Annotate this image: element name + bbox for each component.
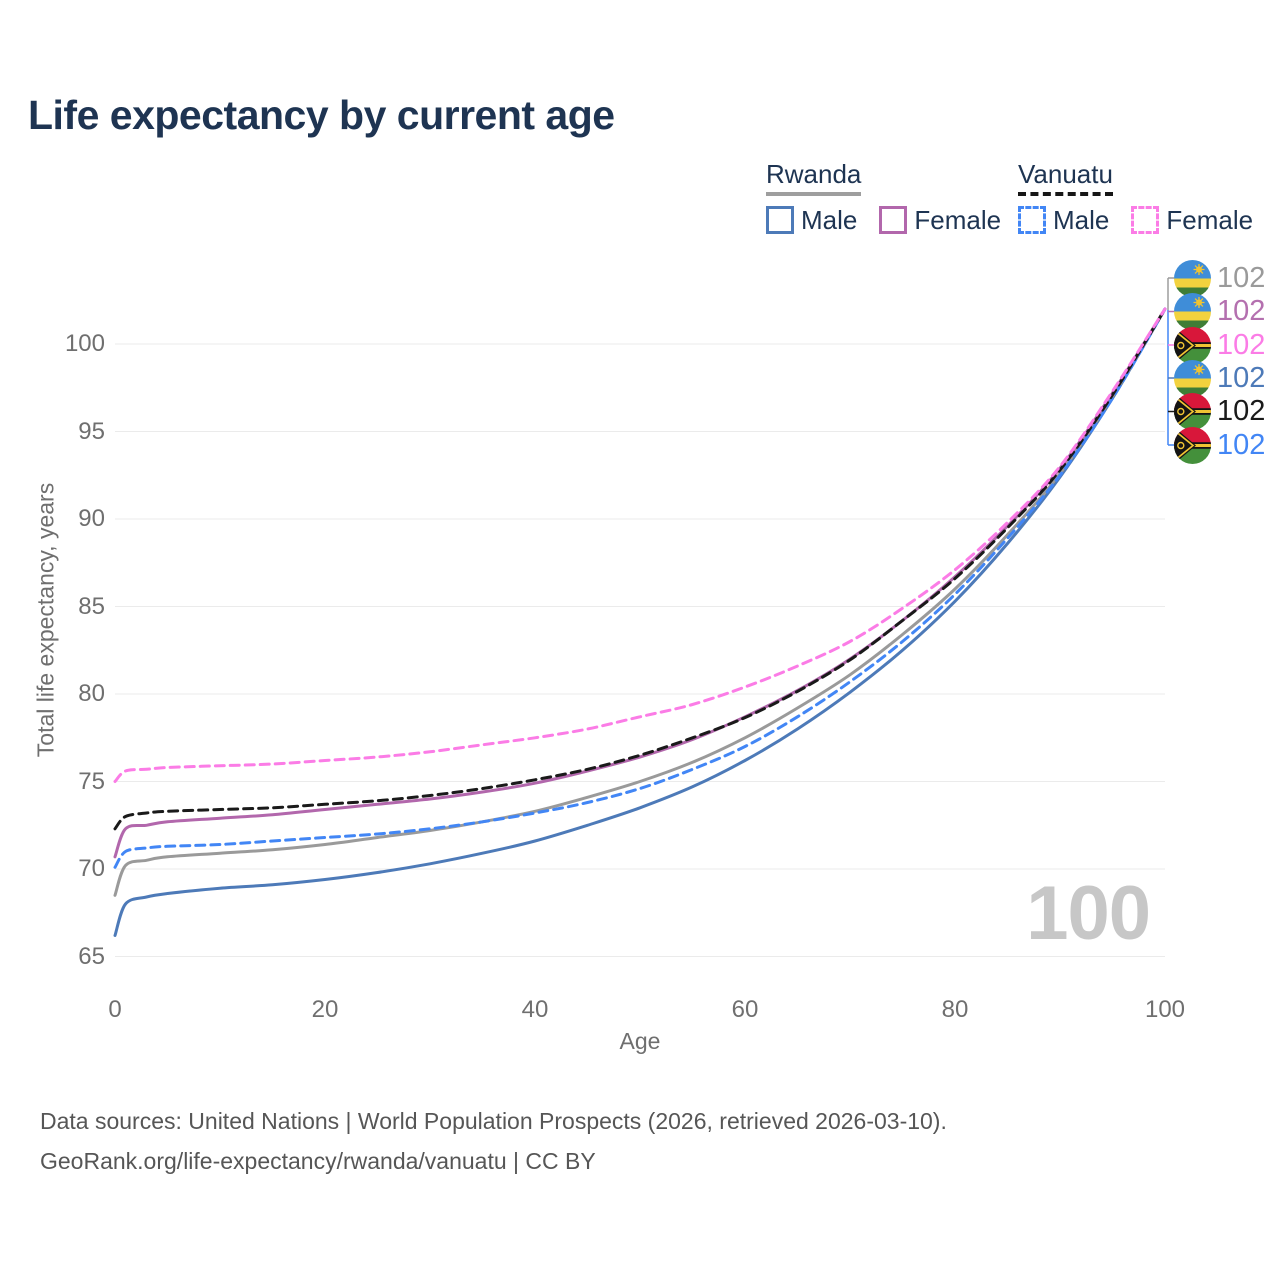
end-label-vanuatu-male: 102 — [1174, 426, 1266, 464]
legend-group-rwanda: Rwanda Male Female — [766, 160, 1001, 236]
footer-data-sources: Data sources: United Nations | World Pop… — [40, 1108, 947, 1134]
end-label-value: 102 — [1217, 261, 1266, 294]
y-tick-65: 65 — [78, 942, 105, 970]
legend-item-vanuatu-female[interactable]: Female — [1131, 205, 1253, 236]
series-line-rwanda-total — [113, 307, 1167, 897]
x-tick-100: 100 — [1144, 996, 1186, 1023]
end-label-value: 102 — [1217, 428, 1266, 461]
legend-country-rwanda[interactable]: Rwanda — [766, 160, 862, 196]
y-tick-70: 70 — [78, 855, 105, 882]
page-title: Life expectancy by current age — [28, 92, 615, 138]
y-tick-100: 100 — [64, 330, 105, 357]
legend-items-row: Male Female — [766, 205, 1001, 236]
rwanda-flag-icon — [1174, 359, 1211, 397]
end-label-value: 102 — [1217, 361, 1266, 394]
legend-label: Male — [801, 204, 858, 235]
end-label-value: 102 — [1217, 395, 1266, 427]
legend-item-rwanda-male[interactable]: Male — [766, 205, 857, 236]
series-line-vanuatu-total — [113, 307, 1167, 831]
legend-group-vanuatu: Vanuatu Male Female — [1018, 160, 1253, 236]
legend-country-vanuatu[interactable]: Vanuatu — [1018, 160, 1113, 196]
series-line-vanuatu-male — [113, 307, 1167, 869]
x-tick-80: 80 — [941, 996, 969, 1023]
y-tick-90: 90 — [78, 505, 105, 532]
end-label-rwanda-female: 102 — [1174, 293, 1265, 330]
series-line-rwanda-female — [113, 307, 1167, 859]
legend-label: Female — [914, 204, 1002, 235]
rwanda-flag-icon — [1174, 259, 1211, 297]
legend-swatch-male — [766, 206, 794, 235]
legend-label: Female — [1166, 204, 1254, 235]
end-label-value: 102 — [1217, 295, 1266, 327]
footer-attribution: GeoRank.org/life-expectancy/rwanda/vanua… — [40, 1148, 596, 1174]
y-tick-75: 75 — [78, 767, 105, 795]
legend-swatch-female — [879, 206, 908, 235]
age-frame-watermark: 100 — [1026, 871, 1151, 956]
x-axis-title: Age — [619, 1028, 661, 1054]
end-label-rwanda-male: 102 — [1174, 359, 1266, 397]
x-tick-40: 40 — [521, 996, 549, 1023]
series-line-vanuatu-female — [113, 307, 1167, 783]
y-tick-85: 85 — [78, 592, 105, 620]
y-tick-95: 95 — [78, 417, 105, 445]
x-tick-20: 20 — [311, 996, 339, 1023]
x-tick-0: 0 — [108, 996, 122, 1023]
legend-label: Male — [1053, 204, 1110, 235]
series-line-rwanda-male — [113, 307, 1167, 937]
x-tick-60: 60 — [731, 996, 759, 1023]
end-label-vanuatu-female: 102 — [1174, 326, 1266, 364]
legend-item-vanuatu-male[interactable]: Male — [1018, 205, 1109, 236]
end-label-vanuatu-total: 102 — [1174, 393, 1265, 430]
y-tick-80: 80 — [78, 680, 105, 707]
y-axis-title: Total life expectancy, years — [32, 482, 59, 758]
end-label-rwanda-total: 102 — [1174, 259, 1266, 297]
legend-swatch-male — [1018, 206, 1046, 235]
vanuatu-flag-icon — [1174, 326, 1211, 364]
rwanda-flag-icon — [1174, 293, 1211, 330]
legend-items-row: Male Female — [1018, 205, 1253, 236]
vanuatu-flag-icon — [1174, 393, 1211, 430]
vanuatu-flag-icon — [1174, 426, 1211, 464]
legend-swatch-female — [1131, 206, 1160, 235]
legend-item-rwanda-female[interactable]: Female — [879, 205, 1001, 236]
end-label-value: 102 — [1217, 328, 1266, 361]
